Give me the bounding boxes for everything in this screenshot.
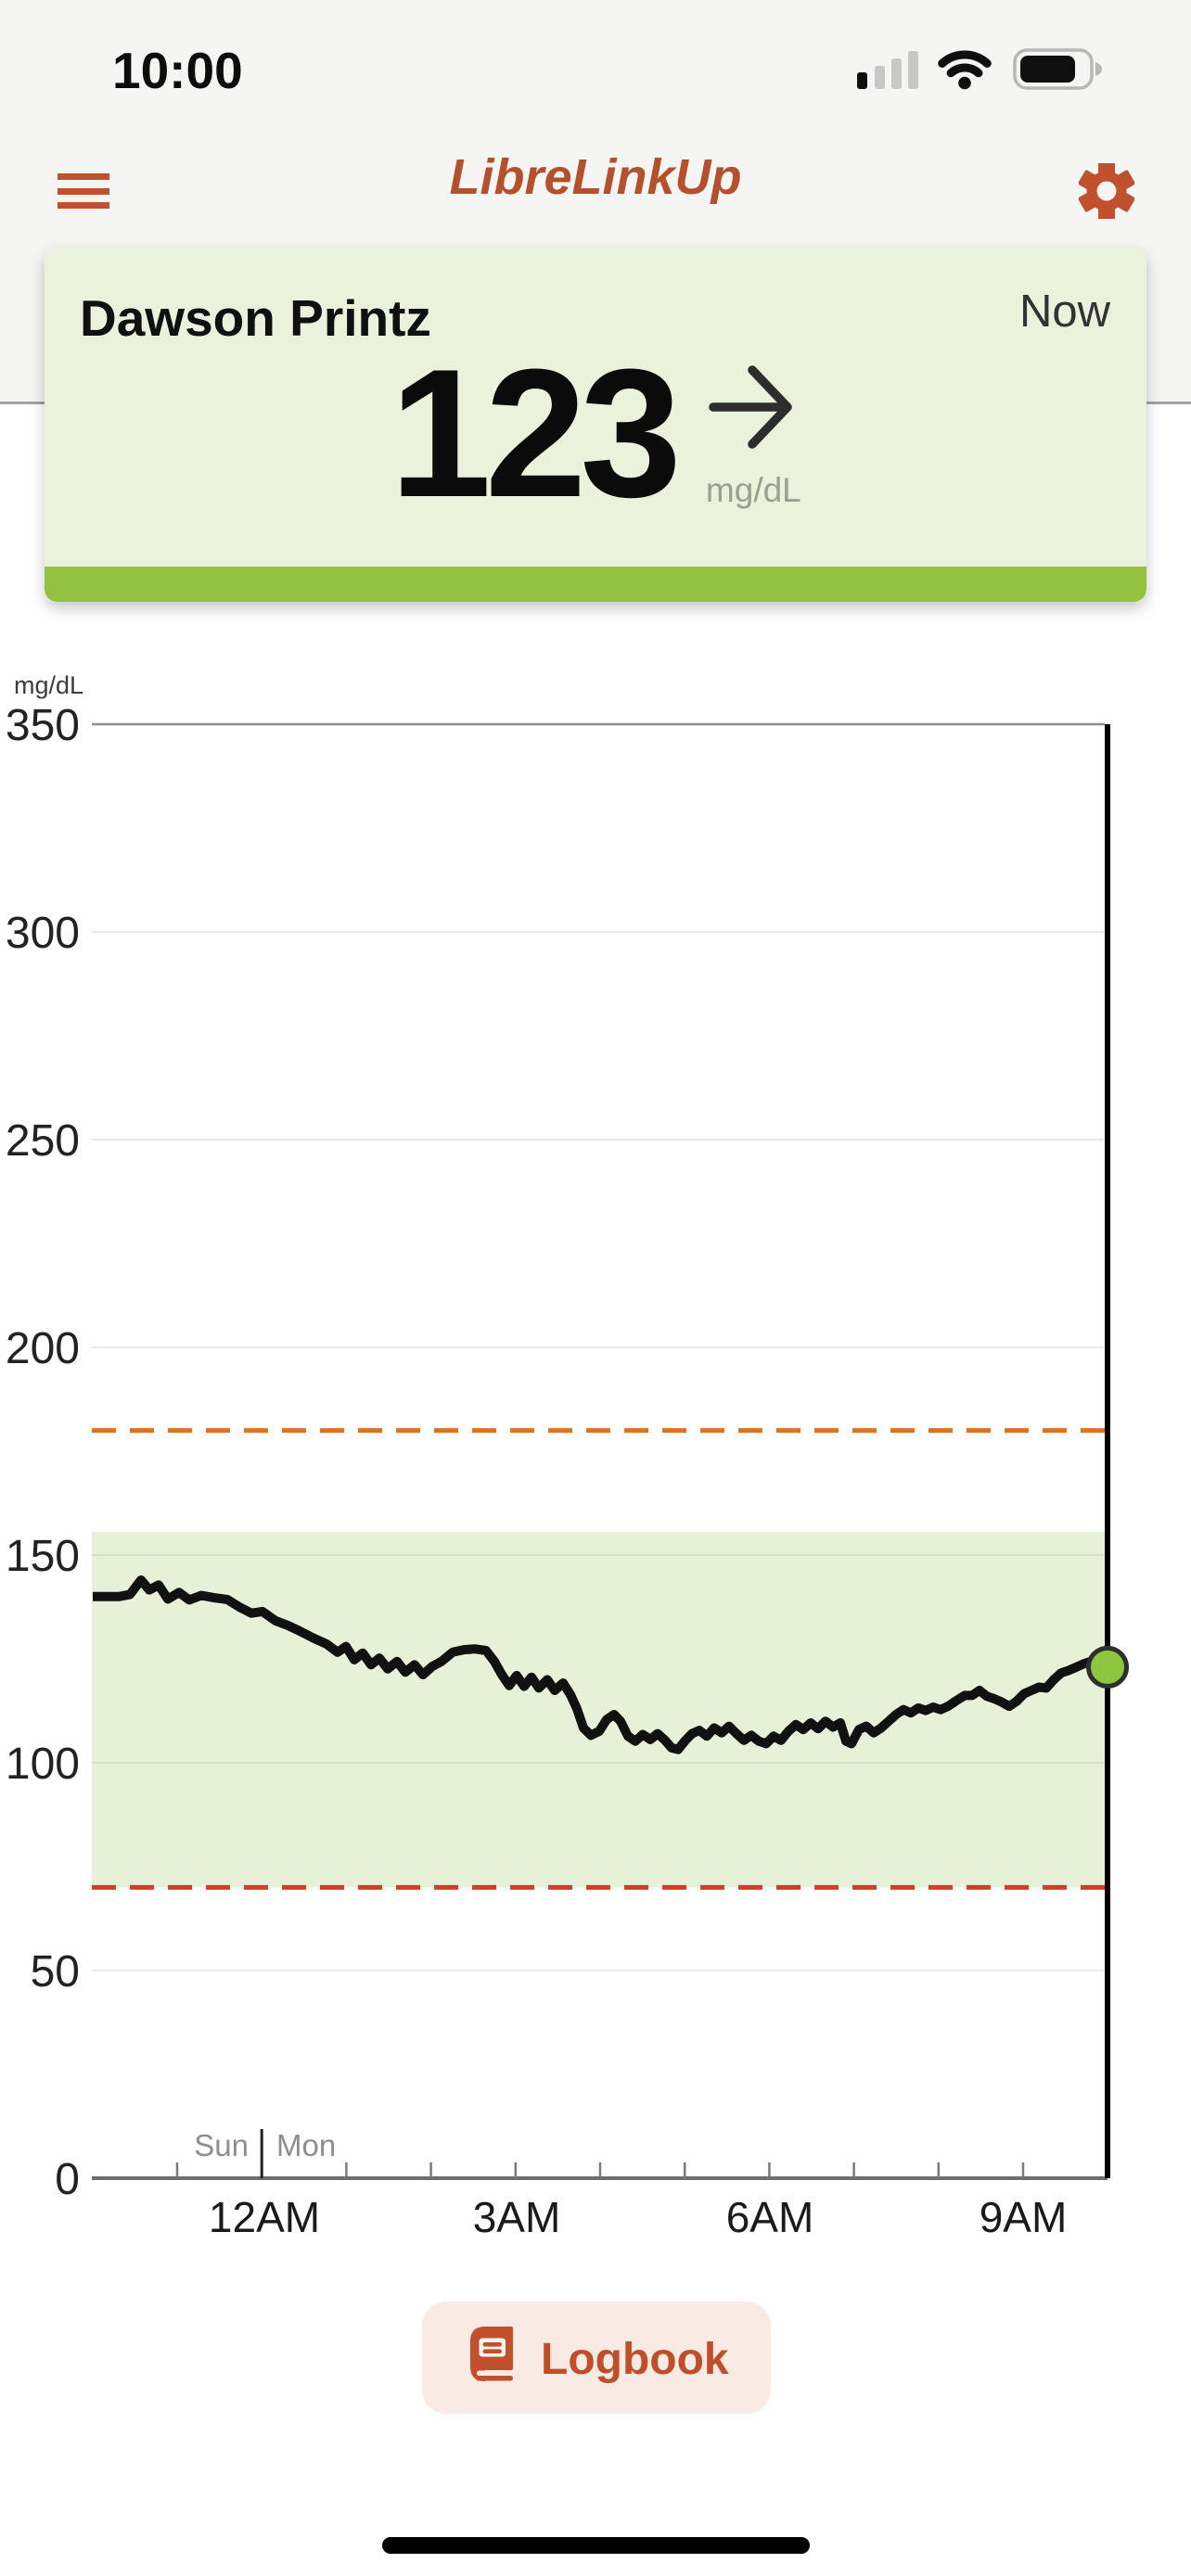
- svg-text:200: 200: [6, 1324, 80, 1373]
- svg-text:12AM: 12AM: [209, 2193, 320, 2241]
- svg-text:0: 0: [55, 2155, 80, 2204]
- svg-text:Sun: Sun: [194, 2128, 249, 2162]
- svg-text:Mon: Mon: [276, 2128, 336, 2162]
- svg-text:mg/dL: mg/dL: [14, 671, 83, 699]
- svg-text:9AM: 9AM: [980, 2193, 1068, 2241]
- svg-text:6AM: 6AM: [726, 2193, 814, 2241]
- svg-text:50: 50: [31, 1947, 80, 1996]
- svg-text:3AM: 3AM: [473, 2193, 561, 2241]
- svg-text:350: 350: [6, 701, 80, 750]
- svg-text:100: 100: [6, 1740, 80, 1789]
- svg-text:300: 300: [6, 909, 80, 958]
- svg-text:250: 250: [6, 1116, 80, 1166]
- svg-text:150: 150: [6, 1532, 80, 1581]
